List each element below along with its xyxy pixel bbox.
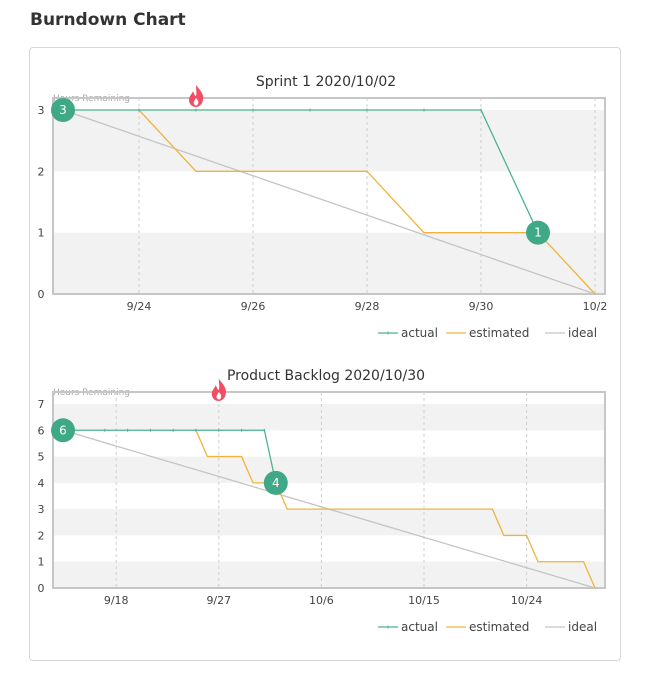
grid-band (53, 509, 605, 536)
legend-label-actual: actual (401, 620, 438, 634)
series-line-estimated (195, 430, 596, 589)
flame-shape (211, 379, 226, 401)
x-tick-label: 9/27 (206, 594, 231, 607)
y-tick-label: 4 (38, 477, 45, 490)
series-line-estimated (138, 109, 596, 295)
fire-icon (189, 85, 204, 107)
y-tick-label: 3 (38, 503, 45, 516)
value-badge-label: 3 (59, 103, 67, 117)
y-tick-label: 6 (38, 424, 45, 437)
chart-title: Sprint 1 2020/10/02 (256, 74, 396, 90)
grid-band (53, 456, 605, 483)
value-badge-label: 1 (534, 226, 542, 240)
x-tick-label: 10/15 (408, 594, 440, 607)
value-badge (51, 418, 75, 443)
x-tick-label: 9/28 (355, 300, 380, 313)
value-badge (51, 98, 75, 122)
grid-band (53, 232, 605, 294)
chart-card: Sprint 1 2020/10/02 Hours Remaining 9/24 9/… (29, 47, 621, 661)
plot-frame (52, 97, 606, 295)
x-tick-label: 10/2 (583, 300, 608, 313)
value-badge-label: 6 (59, 423, 67, 437)
series-line-ideal (62, 109, 596, 295)
y-tick-label: 0 (38, 288, 45, 301)
page-title: Burndown Chart (30, 10, 186, 30)
legend-label-estimated: estimated (469, 326, 529, 340)
x-tick-label: 9/26 (241, 300, 266, 313)
chart-title: Product Backlog 2020/10/30 (227, 368, 425, 384)
x-tick-label: 10/24 (511, 594, 543, 607)
y-tick-label: 3 (38, 104, 45, 117)
flame-shape (189, 85, 204, 107)
legend-label-ideal: ideal (568, 620, 597, 634)
x-tick-label: 9/24 (127, 300, 152, 313)
flame-core (216, 392, 222, 400)
y-tick-label: 1 (38, 556, 45, 569)
legend-label-estimated: estimated (469, 620, 529, 634)
x-tick-label: 9/30 (469, 300, 494, 313)
y-tick-label: 2 (38, 529, 45, 542)
grid-band (53, 404, 605, 431)
value-badge-label: 4 (272, 476, 280, 490)
x-tick-label: 9/18 (104, 594, 129, 607)
series-line-actual (63, 429, 277, 483)
fire-icon (211, 379, 226, 401)
y-tick-label: 7 (38, 398, 45, 411)
grid-band (53, 110, 605, 172)
y-tick-label: 1 (38, 227, 45, 240)
legend-label-ideal: ideal (568, 326, 597, 340)
grid-band (53, 561, 605, 588)
y-tick-label: 0 (38, 582, 45, 595)
flame-core (193, 98, 199, 106)
value-badge (263, 470, 288, 495)
x-tick-label: 10/6 (309, 594, 334, 607)
plot-frame (52, 391, 606, 589)
value-badge (526, 220, 550, 245)
y-tick-label: 2 (38, 165, 45, 178)
y-tick-label: 5 (38, 451, 45, 464)
legend-label-actual: actual (401, 326, 438, 340)
